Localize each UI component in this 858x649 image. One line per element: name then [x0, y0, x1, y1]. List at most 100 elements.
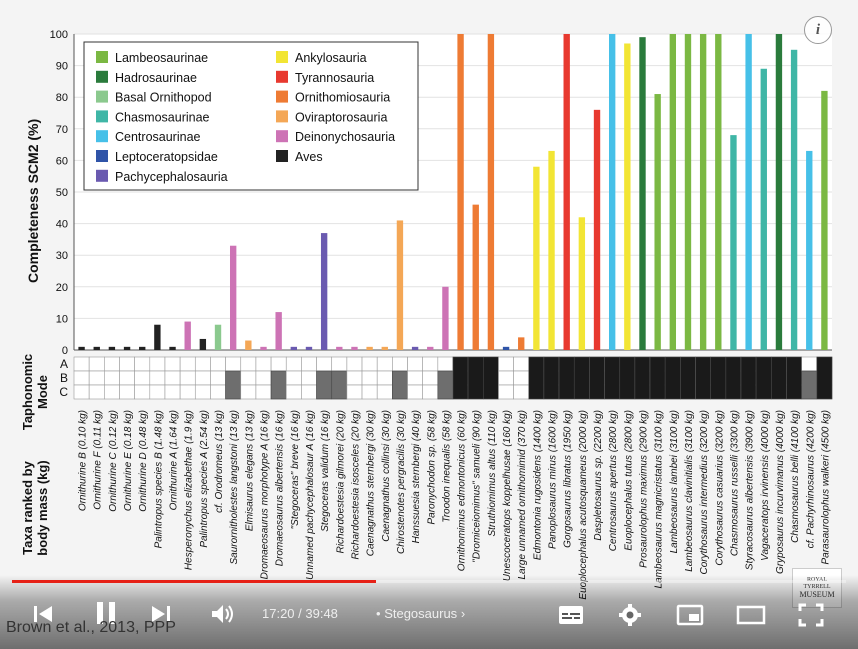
bar — [411, 346, 419, 350]
bar — [518, 337, 525, 350]
progress-bar[interactable] — [12, 580, 846, 583]
taphonomy-fill — [437, 370, 454, 400]
taphonomy-cell — [104, 384, 120, 400]
taxon-label: Paronychodon sp. (58 kg) — [426, 410, 437, 525]
taphonomy-row-label: B — [60, 371, 68, 385]
taphonomy-cell — [210, 384, 226, 400]
bar — [290, 346, 298, 350]
taxon-label: Ornithurine C (0.12 kg) — [108, 410, 119, 512]
legend-label: Lambeosaurinae — [115, 51, 208, 65]
y-axis-label: Completeness SCM2 (%) — [25, 118, 41, 283]
taxon-label: Gryposaurus incurvimanus (4000 kg) — [775, 410, 786, 574]
taphonomy-cell — [134, 384, 151, 400]
legend-label: Centrosaurinae — [115, 130, 201, 144]
legend-swatch — [96, 169, 108, 182]
taphonomy-fill — [270, 370, 287, 400]
taxon-label: Struthiomimus altus (110 kg) — [487, 410, 498, 537]
pause-icon[interactable] — [94, 600, 118, 626]
volume-icon[interactable] — [210, 603, 236, 625]
legend-swatch — [276, 130, 288, 143]
taphonomy-cell — [498, 370, 514, 386]
taphonomy-cell — [240, 384, 257, 400]
taphonomy-cell — [346, 384, 363, 400]
bar — [608, 34, 616, 350]
taphonomy-cell — [285, 384, 302, 400]
taphonomy-fill — [467, 356, 484, 400]
skip-next-icon[interactable] — [150, 603, 172, 625]
taphonomy-cell — [73, 356, 90, 372]
bar — [169, 346, 176, 350]
bar — [699, 34, 707, 350]
chapter-title[interactable]: • Stegosaurus › — [376, 606, 465, 621]
taphonomy-cell — [407, 356, 423, 372]
taxon-label: Centrosaurus apertus (2800 kg) — [608, 410, 619, 551]
taxon-label: Gorgosaurus libratus (1950 kg) — [563, 410, 574, 548]
settings-icon[interactable] — [618, 603, 642, 627]
taphonomy-fill — [740, 356, 757, 400]
taphonomy-cell — [498, 356, 514, 372]
bar — [123, 346, 131, 350]
legend-label: Chasmosaurinae — [115, 110, 210, 124]
taxon-label: Parasaurolophus walkeri (4500 kg) — [820, 410, 831, 565]
taphonomy-fill — [755, 356, 772, 400]
taphonomy-cell — [361, 370, 378, 386]
taphonomy-cell — [149, 356, 166, 372]
taphonomy-fill — [528, 356, 545, 400]
bar — [775, 34, 783, 350]
taphonomy-cell — [210, 356, 226, 372]
taxon-label: Prosaurolophus maximus (2900 kg) — [639, 410, 650, 568]
taxon-label: Ornithurine B (0.10 kg) — [78, 410, 89, 511]
taxon-label: Richardoestesia isosceles (20 kg) — [350, 410, 361, 560]
taxon-label: Panoplosaurus mirus (1600 kg) — [548, 410, 559, 549]
taphonomy-cell — [331, 356, 348, 372]
taxon-label: Hanssuesia sternbergi (40 kg) — [411, 410, 422, 543]
taphonomy-cell — [513, 370, 530, 386]
taphonomy-cell — [407, 370, 423, 386]
taxon-label: Chasmosaurus belli (4100 kg) — [790, 410, 801, 543]
theater-mode-icon[interactable] — [736, 604, 766, 626]
bar — [760, 68, 767, 350]
taphonomy-cell — [149, 370, 166, 386]
taphonomy-cell — [498, 384, 514, 400]
bar — [305, 346, 313, 350]
taxon-label: Lambeosaurus clavinitialis (3100 kg) — [684, 410, 695, 572]
legend-swatch — [96, 70, 108, 83]
taphonomy-cell — [422, 384, 439, 400]
taphonomy-fill — [589, 356, 605, 400]
taphonomy-cell — [119, 370, 135, 386]
taphonomy-fill — [680, 356, 696, 400]
taphonomy-cell — [179, 370, 196, 386]
taxon-label: Edmontonia rugosidens (1400 kg) — [532, 410, 543, 560]
bar — [199, 338, 207, 350]
taxon-label: Chirostenotes pergracilis (30 kg) — [396, 410, 407, 554]
chapter-separator: • — [376, 606, 381, 621]
legend-label: Ankylosauria — [295, 51, 367, 65]
taphonomy-fill — [786, 356, 802, 400]
skip-previous-icon[interactable] — [32, 603, 54, 625]
taxon-label: Ornithurine A (1.64 kg) — [169, 410, 180, 510]
bar — [320, 233, 328, 350]
taphonomy-cell — [255, 356, 272, 372]
y-tick-label: 40 — [56, 219, 68, 231]
miniplayer-icon[interactable] — [676, 604, 704, 626]
bar — [654, 94, 661, 350]
taphonomy-cell — [240, 356, 257, 372]
legend-label: Pachycephalosauria — [115, 170, 228, 184]
legend-label: Tyrannosauria — [295, 71, 374, 85]
taphonomy-cell — [134, 370, 151, 386]
taphonomy-cell — [316, 356, 333, 372]
y-tick-label: 60 — [56, 155, 68, 167]
info-button[interactable]: i — [804, 16, 832, 44]
taphonomy-cell — [270, 356, 287, 372]
taphonomy-cell — [88, 356, 105, 372]
taphonomy-fill — [604, 356, 621, 400]
legend-swatch — [96, 110, 108, 123]
fullscreen-icon[interactable] — [798, 603, 824, 627]
taphonomy-cell — [346, 356, 363, 372]
bar — [260, 346, 267, 350]
subtitles-icon[interactable] — [557, 604, 585, 626]
y-tick-label: 30 — [56, 250, 68, 262]
bar — [472, 204, 479, 350]
taphonomy-fill — [634, 356, 651, 400]
